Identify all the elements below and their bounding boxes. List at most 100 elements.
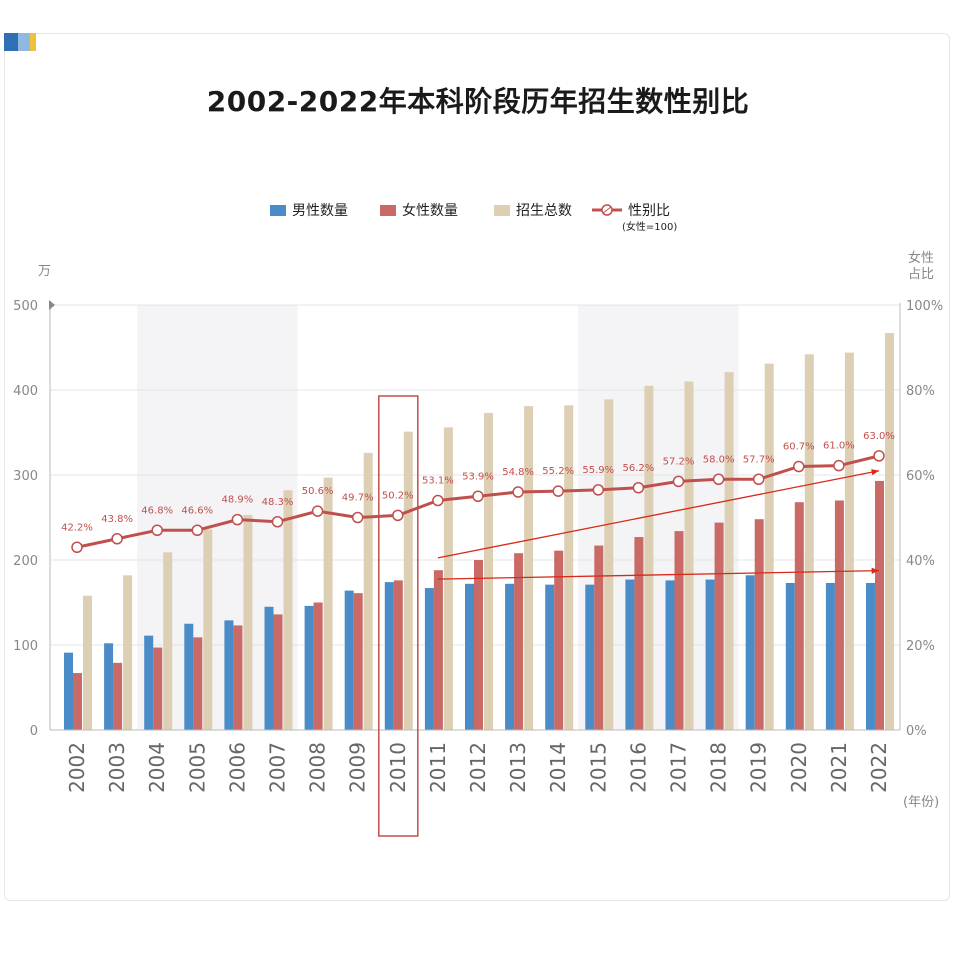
- ratio-label: 54.8%: [502, 467, 534, 478]
- legend-label-total: 招生总数: [516, 203, 572, 219]
- x-tick: 2006: [225, 742, 249, 793]
- ratio-point: [632, 482, 645, 494]
- x-tick: 2014: [546, 742, 570, 793]
- ratio-point: [392, 509, 404, 522]
- x-tick: 2003: [105, 742, 129, 793]
- x-axis-unit: (年份): [903, 795, 939, 810]
- chart-title: 2002-2022年本科阶段历年招生数性别比: [206, 85, 750, 118]
- bar-female: [634, 537, 644, 730]
- x-tick: 2018: [707, 742, 731, 793]
- ratio-point: [111, 533, 123, 545]
- ratio-label: 49.7%: [342, 493, 374, 504]
- ratio-point: [151, 524, 163, 536]
- legend-swatch-ratio: [592, 204, 622, 216]
- legend-item-ratio: 性别比: [592, 200, 670, 220]
- bar-female: [193, 637, 203, 730]
- ratio-label: 57.7%: [743, 454, 775, 465]
- bar-female: [113, 662, 123, 730]
- bar-female: [754, 519, 764, 730]
- legend-label-male: 男性数量: [292, 203, 348, 219]
- ratio-label: 53.1%: [422, 476, 454, 487]
- ratio-point: [472, 490, 484, 502]
- x-tick: 2010: [386, 742, 410, 793]
- bar-total: [403, 431, 413, 730]
- x-tick: 2009: [346, 742, 370, 793]
- bar-total: [604, 399, 614, 730]
- bar-female: [313, 602, 323, 730]
- bar-male: [825, 582, 835, 730]
- ratio-point: [833, 459, 845, 472]
- bar-total: [283, 490, 293, 730]
- bar-total: [524, 406, 534, 730]
- ratio-point: [752, 473, 765, 485]
- x-tick: 2019: [747, 742, 771, 793]
- bar-female: [794, 502, 804, 730]
- y-tick-right: 40%: [906, 554, 935, 569]
- trend-arrowhead: [871, 567, 879, 574]
- x-tick: 2022: [867, 742, 891, 793]
- x-tick: 2013: [506, 742, 530, 793]
- trend-arrowhead: [871, 469, 879, 476]
- bar-male: [384, 582, 394, 730]
- ratio-label: 55.2%: [542, 466, 574, 477]
- x-tick: 2002: [65, 742, 89, 793]
- bar-male: [344, 590, 354, 730]
- ratio-label: 58.0%: [703, 454, 735, 465]
- x-tick: 2007: [266, 742, 290, 793]
- ratio-point: [191, 524, 204, 536]
- y-tick-left: 0: [30, 724, 38, 739]
- y-tick-right: 60%: [906, 469, 935, 484]
- ratio-point: [552, 485, 564, 497]
- bar-male: [705, 579, 715, 730]
- ratio-label: 48.9%: [222, 495, 254, 506]
- legend-label-ratio: 性别比: [628, 203, 670, 219]
- y-tick-left: 300: [13, 469, 38, 484]
- x-tick: 2012: [466, 742, 490, 793]
- y-tick-left: 500: [13, 299, 38, 314]
- ratio-point: [873, 450, 885, 462]
- bar-male: [505, 583, 515, 730]
- ratio-label: 46.6%: [181, 505, 213, 516]
- y-tick-right: 100%: [906, 299, 943, 314]
- bar-total: [644, 385, 654, 730]
- ratio-label: 43.8%: [101, 514, 133, 525]
- trend-line: [437, 470, 880, 559]
- legend-ratio-note: (女性=100): [622, 222, 678, 233]
- y-tick-right: 0%: [906, 724, 927, 739]
- legend-item-female: 女性数量: [380, 200, 458, 220]
- bar-total: [83, 595, 92, 730]
- bar-female: [714, 522, 724, 730]
- bar-total: [844, 352, 854, 730]
- bar-female: [433, 570, 443, 730]
- ratio-point: [351, 511, 364, 524]
- ratio-label: 53.9%: [462, 471, 494, 482]
- x-tick: 2021: [827, 742, 851, 793]
- y-tick-left: 200: [13, 554, 38, 569]
- bar-total: [323, 477, 333, 730]
- x-tick: 2016: [626, 742, 650, 793]
- bar-female: [594, 545, 604, 730]
- legend-swatch-female: [380, 204, 396, 216]
- bar-female: [73, 673, 82, 730]
- legend-swatch-total: [494, 204, 510, 216]
- bar-total: [163, 552, 173, 730]
- ratio-point: [512, 486, 524, 498]
- x-tick: 2017: [667, 742, 691, 793]
- bar-female: [834, 500, 844, 730]
- bar-male: [625, 579, 635, 730]
- ratio-label: 56.2%: [623, 463, 655, 474]
- bar-female: [153, 647, 163, 730]
- x-tick: 2015: [586, 742, 610, 793]
- x-tick: 2004: [145, 742, 169, 793]
- bar-male: [184, 623, 194, 730]
- y-tick-right: 80%: [906, 384, 935, 399]
- highlight-box: [378, 395, 419, 837]
- ratio-point: [793, 460, 805, 473]
- bar-female: [875, 480, 884, 730]
- bar-male: [665, 580, 675, 730]
- y-tick-left: 400: [13, 384, 38, 399]
- bar-male: [264, 606, 274, 730]
- legend-item-male: 男性数量: [270, 200, 348, 220]
- ratio-point: [271, 516, 284, 528]
- ratio-label: 57.2%: [663, 456, 695, 467]
